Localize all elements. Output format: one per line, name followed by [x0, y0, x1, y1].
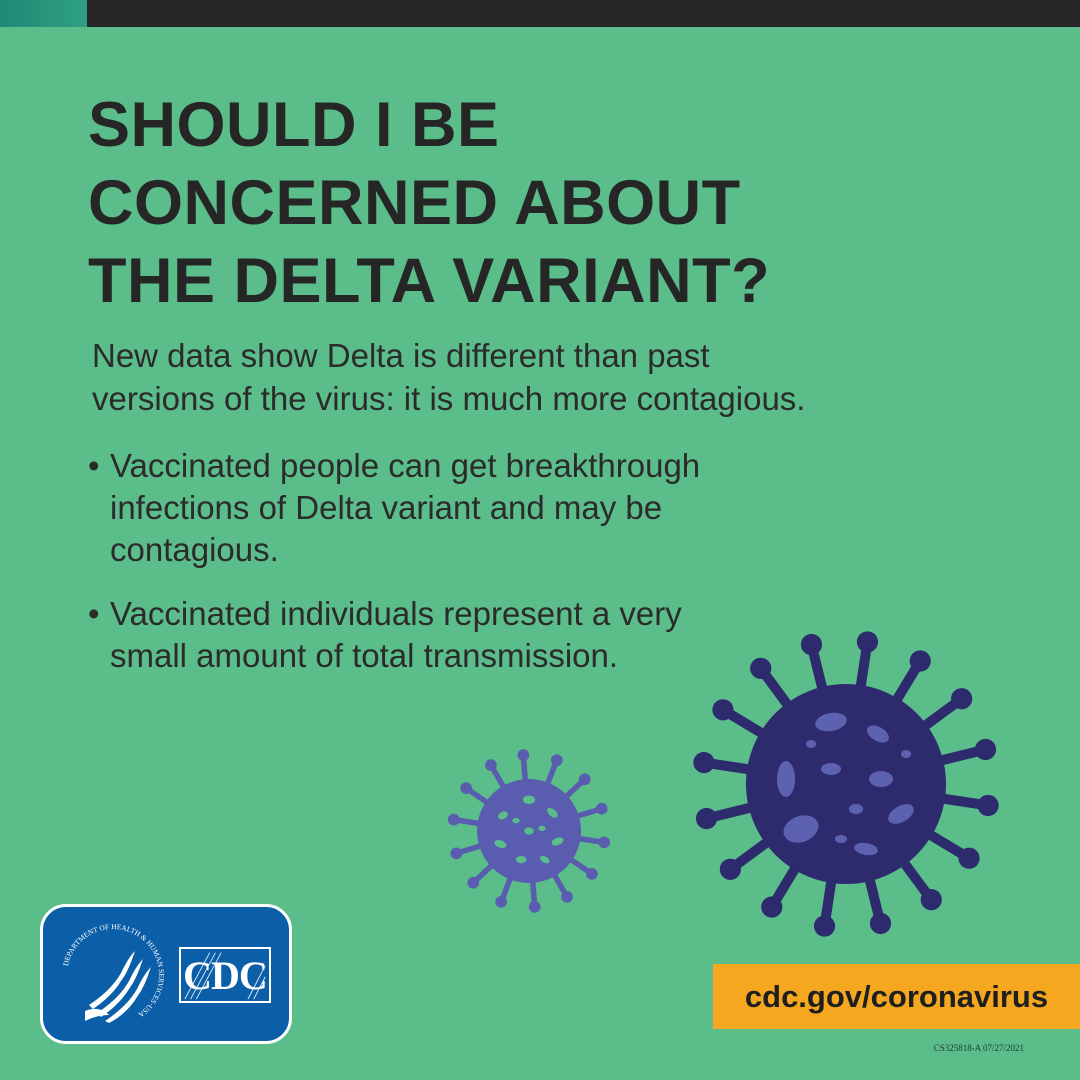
- intro-paragraph: New data show Delta is different than pa…: [92, 334, 972, 420]
- cdc-url-link[interactable]: cdc.gov/coronavirus: [744, 979, 1049, 1014]
- headline-line-1: SHOULD I BE: [88, 90, 500, 160]
- cdc-hatch-pattern: [184, 952, 266, 1000]
- headline: SHOULD I BE CONCERNED ABOUT THE DELTA VA…: [88, 86, 988, 320]
- top-bar: [0, 0, 1080, 27]
- bullet-line: small amount of total transmission.: [110, 637, 619, 674]
- hhs-cdc-logo: DEPARTMENT OF HEALTH & HUMAN SERVICES·US…: [40, 904, 292, 1044]
- bullet-item: • Vaccinated individuals represent a ver…: [88, 593, 808, 677]
- headline-line-3: THE DELTA VARIANT?: [88, 246, 771, 316]
- virus-small-illustration: [447, 749, 611, 913]
- top-bar-accent: [0, 0, 87, 27]
- eagle-profiles: [85, 951, 151, 1023]
- bullet-line: contagious.: [110, 531, 279, 568]
- document-code: CS325818-A 07/27/2021: [933, 1043, 1024, 1053]
- cdc-wordmark: CDC: [179, 947, 271, 1003]
- bullet-marker: •: [88, 447, 100, 484]
- intro-line-2: versions of the virus: it is much more c…: [92, 380, 806, 417]
- bullet-item: • Vaccinated people can get breakthrough…: [88, 445, 808, 571]
- url-banner: cdc.gov/coronavirus: [713, 964, 1080, 1029]
- hhs-eagle-icon: DEPARTMENT OF HEALTH & HUMAN SERVICES·US…: [61, 922, 166, 1023]
- virus-large-illustration: [693, 631, 999, 937]
- bullet-list: • Vaccinated people can get breakthrough…: [88, 445, 808, 699]
- bullet-line: Vaccinated people can get breakthrough: [110, 447, 701, 484]
- cdc-text: CDC: [183, 953, 268, 998]
- headline-line-2: CONCERNED ABOUT: [88, 168, 741, 238]
- bullet-line: Vaccinated individuals represent a very: [110, 595, 682, 632]
- bullet-line: infections of Delta variant and may be: [110, 489, 663, 526]
- intro-line-1: New data show Delta is different than pa…: [92, 337, 710, 374]
- bullet-marker: •: [88, 595, 100, 632]
